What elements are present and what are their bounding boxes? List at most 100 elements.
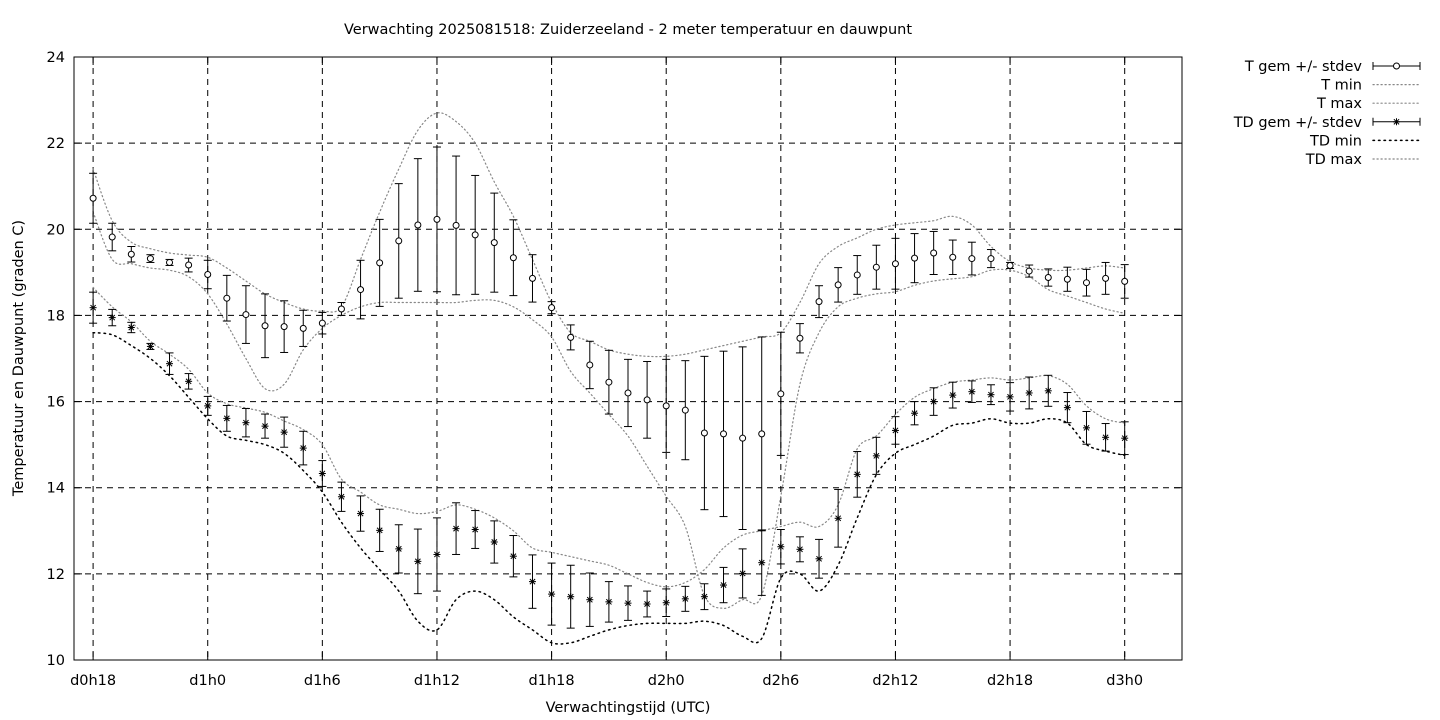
- td-mean-marker: [1006, 393, 1014, 401]
- td-marker-stroke: [262, 423, 268, 430]
- td-mean-marker: [662, 599, 670, 607]
- y-tick-label: 22: [47, 136, 65, 152]
- td-marker-stroke: [128, 324, 135, 331]
- td-mean-marker: [490, 538, 498, 546]
- td-marker-stroke: [567, 593, 574, 600]
- t-mean-marker: [853, 271, 861, 279]
- t-mean-marker: [1044, 274, 1052, 282]
- td-marker-stroke: [949, 392, 956, 399]
- td-marker-stroke: [1045, 387, 1052, 394]
- td-marker-stroke: [644, 601, 651, 607]
- grid-lines: [74, 57, 1182, 660]
- td-marker-stroke: [1121, 435, 1128, 442]
- td-marker-stroke: [701, 593, 708, 600]
- td-mean-marker: [166, 360, 174, 368]
- td-marker-stroke: [242, 419, 249, 426]
- td-marker-stroke: [605, 598, 612, 605]
- td-marker-stroke: [625, 600, 631, 607]
- td-mean-marker: [872, 452, 880, 460]
- t-mean-marker: [968, 255, 976, 263]
- td-marker-stroke: [90, 304, 97, 311]
- td-marker-stroke: [147, 343, 154, 350]
- y-axis-label: Temperatuur en Dauwpunt (graden C): [11, 220, 27, 497]
- x-tick-label: d0h18: [70, 673, 116, 689]
- x-tick-label: d2h18: [987, 673, 1033, 689]
- td-mean-marker: [567, 593, 575, 601]
- td-mean-marker: [1044, 387, 1052, 395]
- t-mean-marker: [337, 305, 345, 313]
- td-marker-stroke: [682, 595, 689, 602]
- td-mean-marker: [1102, 433, 1110, 441]
- td-marker-stroke: [434, 551, 440, 558]
- td-mean-marker: [605, 598, 613, 606]
- td-mean-marker: [1082, 424, 1090, 432]
- td-mean-marker: [452, 525, 460, 533]
- t-mean-marker: [1102, 274, 1110, 282]
- td-marker-stroke: [338, 493, 345, 500]
- td-mean-marker: [1121, 434, 1129, 442]
- t-mean-marker: [567, 333, 575, 341]
- td-mean-marker: [337, 493, 345, 501]
- t-mean-marker: [452, 221, 460, 229]
- td-marker-stroke: [510, 553, 517, 560]
- legend-marker-td-gem-stdev: [1393, 118, 1400, 126]
- td-marker-stroke: [395, 545, 402, 552]
- td-marker-stroke: [491, 539, 498, 545]
- legend-label-td-gem-stdev: TD gem +/- stdev: [1233, 115, 1363, 131]
- t-mean-marker: [204, 271, 212, 279]
- error-bars: [89, 146, 1129, 629]
- t-mean-marker: [1063, 275, 1071, 283]
- t-mean-marker: [1006, 261, 1014, 269]
- t-mean-marker: [185, 261, 193, 269]
- td-mean-marker: [739, 569, 747, 577]
- td-mean-marker: [433, 550, 441, 558]
- t-mean-marker: [987, 255, 995, 263]
- td-marker-stroke: [911, 410, 918, 417]
- td-marker-stroke: [892, 427, 899, 434]
- td-mean-marker: [471, 525, 479, 533]
- chart-title: Verwachting 2025081518: Zuiderzeeland - …: [344, 22, 912, 38]
- x-tick-label: d3h0: [1106, 673, 1143, 689]
- td-mean-marker: [108, 314, 116, 322]
- y-tick-label: 14: [47, 481, 65, 497]
- td-marker-stroke: [1064, 404, 1071, 411]
- x-tick-label: d2h6: [762, 673, 799, 689]
- td-marker-stroke: [720, 582, 727, 589]
- td-marker-stroke: [281, 429, 288, 436]
- td-marker-stroke: [739, 570, 746, 577]
- td-marker-stroke: [1026, 390, 1033, 396]
- td-marker-stroke: [968, 388, 975, 395]
- td-marker-stroke: [529, 578, 536, 585]
- t-mean-marker: [930, 249, 938, 257]
- td-mean-marker: [987, 391, 995, 399]
- t-mean-marker: [720, 430, 728, 438]
- td-marker-stroke: [300, 445, 307, 452]
- y-tick-label: 18: [47, 308, 65, 324]
- td-marker-stroke: [1102, 434, 1109, 441]
- t-mean-marker: [662, 402, 670, 410]
- td-marker-stroke: [816, 555, 822, 562]
- t-mean-marker: [528, 274, 536, 282]
- t-mean-marker: [872, 263, 880, 271]
- x-tick-label: d1h6: [304, 673, 341, 689]
- t-mean-marker: [739, 434, 747, 442]
- td-marker-stroke: [758, 559, 765, 566]
- t-mean-marker: [509, 254, 517, 262]
- axis-ticks: 10 12 14 16 18 20 22 24 d0h18 d1h0 d1h6 d1h12 d1h18 d…: [47, 50, 1182, 689]
- td-marker-stroke: [777, 543, 784, 550]
- t-mean-marker: [223, 294, 231, 302]
- t-mean-marker: [834, 281, 842, 289]
- td-mean-marker: [299, 444, 307, 452]
- x-tick-label: d1h12: [414, 673, 460, 689]
- t-mean-marker: [108, 233, 116, 241]
- td-marker-stroke: [1007, 393, 1014, 400]
- td-min-line: [92, 331, 1126, 645]
- t-mean-marker: [146, 255, 154, 263]
- td-marker-stroke: [548, 591, 555, 598]
- t-mean-marker: [318, 319, 326, 327]
- y-tick-label: 24: [47, 50, 65, 66]
- td-mean-marker: [834, 514, 842, 522]
- td-mean-marker: [949, 391, 957, 399]
- td-marker-stroke: [854, 471, 861, 478]
